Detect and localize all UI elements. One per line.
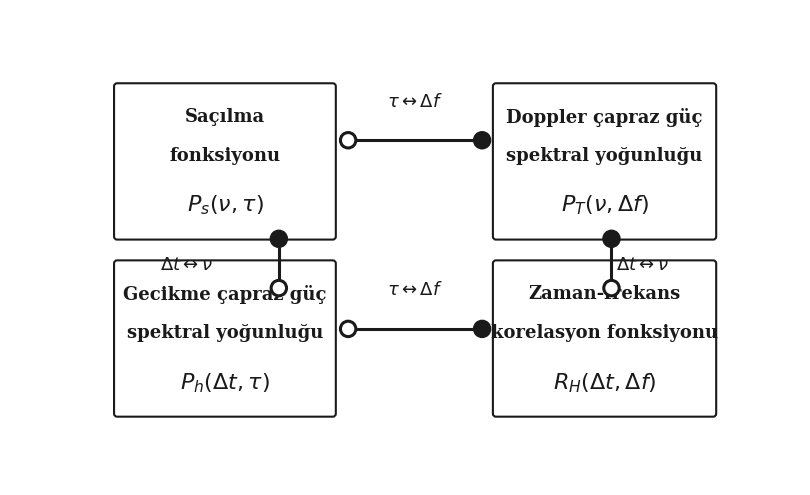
Circle shape xyxy=(603,231,619,247)
Text: korelasyon fonksiyonu: korelasyon fonksiyonu xyxy=(491,324,718,342)
FancyBboxPatch shape xyxy=(493,83,716,240)
Circle shape xyxy=(271,280,287,296)
Text: $P_{s}(\nu, \tau)$: $P_{s}(\nu, \tau)$ xyxy=(186,194,263,217)
Circle shape xyxy=(475,321,490,337)
Circle shape xyxy=(603,280,619,296)
Text: Doppler çapraz güç: Doppler çapraz güç xyxy=(506,107,703,127)
Circle shape xyxy=(340,133,356,148)
Text: Zaman-frekans: Zaman-frekans xyxy=(528,285,680,303)
FancyBboxPatch shape xyxy=(493,260,716,417)
Text: Gecikme çapraz güç: Gecikme çapraz güç xyxy=(123,285,326,304)
Text: spektral yoğunluğu: spektral yoğunluğu xyxy=(126,324,323,342)
FancyBboxPatch shape xyxy=(114,260,336,417)
Text: $P_{h}(\Delta t, \tau)$: $P_{h}(\Delta t, \tau)$ xyxy=(180,371,270,395)
Text: $R_{H}(\Delta t, \Delta f)$: $R_{H}(\Delta t, \Delta f)$ xyxy=(552,371,656,395)
Circle shape xyxy=(340,321,356,337)
Text: Saçılma: Saçılma xyxy=(185,108,265,126)
Text: $\tau \leftrightarrow \Delta f$: $\tau \leftrightarrow \Delta f$ xyxy=(387,93,443,111)
Circle shape xyxy=(475,133,490,148)
Circle shape xyxy=(271,231,287,247)
Text: $\Delta t \leftrightarrow \nu$: $\Delta t \leftrightarrow \nu$ xyxy=(616,256,669,274)
Text: $\Delta t \leftrightarrow \nu$: $\Delta t \leftrightarrow \nu$ xyxy=(160,256,213,274)
Text: fonksiyonu: fonksiyonu xyxy=(169,147,280,165)
Text: spektral yoğunluğu: spektral yoğunluğu xyxy=(506,147,703,165)
Text: $\tau \leftrightarrow \Delta f$: $\tau \leftrightarrow \Delta f$ xyxy=(387,281,443,299)
Text: $P_{T}(\nu, \Delta f)$: $P_{T}(\nu, \Delta f)$ xyxy=(561,194,649,217)
FancyBboxPatch shape xyxy=(114,83,336,240)
